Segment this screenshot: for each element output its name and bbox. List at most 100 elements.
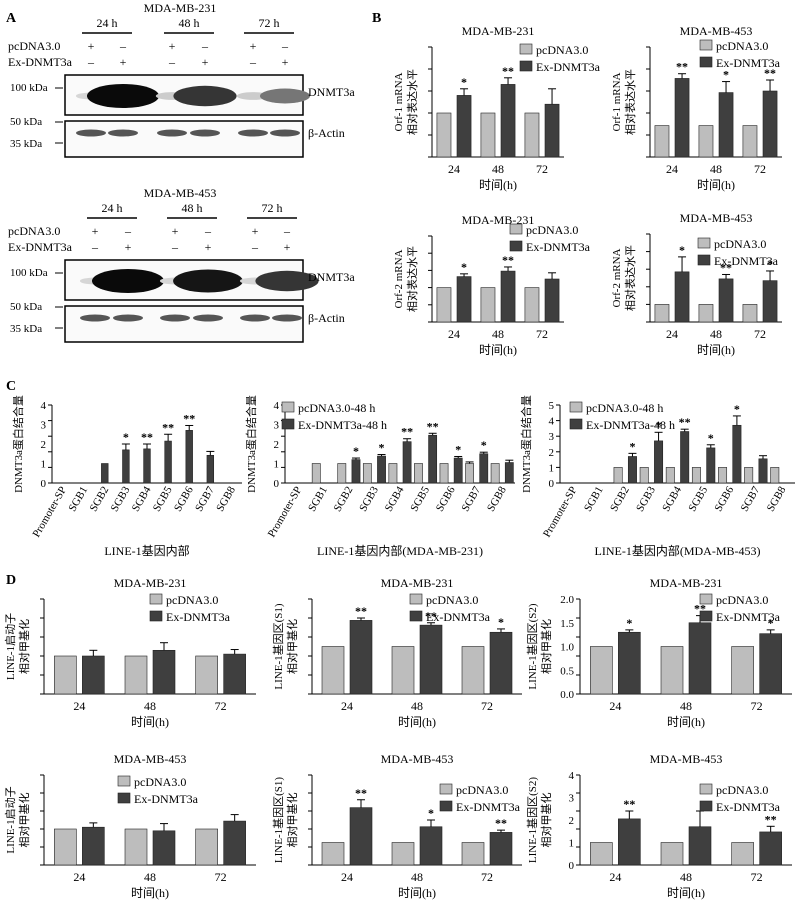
significance-mark: * [723,68,729,82]
bar-treatment [718,92,734,158]
x-tick-label: 72 [215,870,227,884]
significance-mark: ** [502,64,514,78]
bar-treatment [185,430,193,484]
bar-control [480,112,496,158]
x-tick-label: Promoter-SP [266,485,305,540]
y-axis-label: LINE-1基因区(S2) [526,603,539,689]
bar-control [465,463,474,484]
x-tick-label: SGB2 [332,485,356,514]
actin-blot-strip [64,305,304,343]
chart-D5: MDA-MB-453 ** 24 * 48 ** 72 时间(h) LINE-1基因区(S1) 相… [272,752,522,900]
y-axis-label: 相对甲基化 [285,793,299,848]
y-tick-label: 1.5 [560,618,574,630]
x-axis-label: 时间(h) [479,178,517,192]
x-tick-label: SGB5 [151,484,175,514]
bar-control [639,467,649,484]
bar-control [311,463,321,484]
chart-D2: MDA-MB-231 ** 24 ** 48 * 72 时间(h) LINE-1基因区(S1) 相… [272,576,522,729]
legend-swatch [117,792,131,804]
legend-swatch [569,418,583,430]
y-axis-label: Orf-2 mRNA [611,248,623,307]
significance-mark: * [481,438,487,452]
significance-mark: ** [765,812,777,826]
legend-swatch [569,401,583,413]
actin-band [108,129,138,137]
x-tick-label: SGB1 [306,485,330,514]
bar-treatment [627,456,637,484]
bar-treatment [122,449,130,484]
bar-treatment [762,280,778,323]
x-tick-label: 72 [215,699,227,713]
bar-treatment [544,103,560,158]
legend-swatch [439,783,453,795]
x-axis-label: 时间(h) [667,715,705,729]
x-axis-label: 时间(h) [667,886,705,900]
sign: – [87,55,95,69]
x-tick-label: SGB3 [634,484,658,514]
y-axis-label: LINE-1基因区(S1) [272,603,285,689]
bar-treatment [428,434,438,484]
x-tick-label: 24 [448,162,460,176]
bar-control [742,125,758,158]
bar-treatment [377,455,386,484]
legend-label: Ex-DNMT3a [714,254,779,268]
legend-swatch [117,775,131,787]
y-axis-label: 相对表达水平 [623,245,637,311]
bar-treatment [762,90,778,158]
x-tick-label: 48 [680,870,692,884]
legend-swatch [409,593,423,605]
x-axis-label: 时间(h) [479,343,517,357]
bar-treatment [504,462,514,484]
legend-swatch [519,60,533,72]
x-tick-label: SGB7 [193,484,217,514]
row-label-exdnmt3a: Ex-DNMT3a [8,55,73,69]
bar-control [660,646,684,695]
y-tick-label: 2 [569,815,575,827]
significance-mark: * [461,75,467,89]
bar-control [524,287,540,323]
x-tick-label: 48 [492,162,504,176]
bar-treatment [402,441,412,484]
bar-control [744,467,754,484]
sign: + [125,240,132,254]
bar-control [731,646,754,695]
bar-control [665,467,675,484]
bar-treatment [479,453,489,484]
legend-label: Ex-DNMT3a-48 h [298,418,387,432]
x-tick-label: SGB4 [660,484,684,514]
panel-label-a: A [6,11,17,26]
significance-mark: * [629,439,635,453]
actin-band [80,314,110,322]
x-tick-label: SGB7 [739,484,763,514]
sign: – [124,224,132,238]
bar-control [388,463,398,484]
significance-mark: * [767,257,773,271]
bar-treatment [419,624,443,695]
x-tick-label: SGB2 [608,485,632,514]
panel-label-b: B [372,11,381,26]
legend-swatch [519,43,533,55]
significance-mark: * [379,441,385,455]
bar-treatment [82,826,105,866]
legend-label: Ex-DNMT3a [166,610,231,624]
legend-swatch [281,401,295,413]
y-axis-label: 相对甲基化 [539,619,553,674]
bar-control [742,304,758,323]
x-tick-label: 72 [751,870,763,884]
legend-label: pcDNA3.0 [716,593,768,607]
y-axis-label: 相对甲基化 [539,793,553,848]
x-tick-label: SGB6 [172,484,196,514]
sign: – [168,55,176,69]
legend-swatch [149,593,163,605]
y-tick-label: 3 [569,793,575,805]
bar-control [124,655,148,695]
x-tick-label: 24 [609,870,621,884]
legend-label: pcDNA3.0 [716,39,768,53]
actin-band [240,314,270,322]
sign: – [281,39,289,53]
sign: – [91,240,99,254]
bar-control [731,842,754,866]
y-tick-label: 3 [41,420,47,432]
